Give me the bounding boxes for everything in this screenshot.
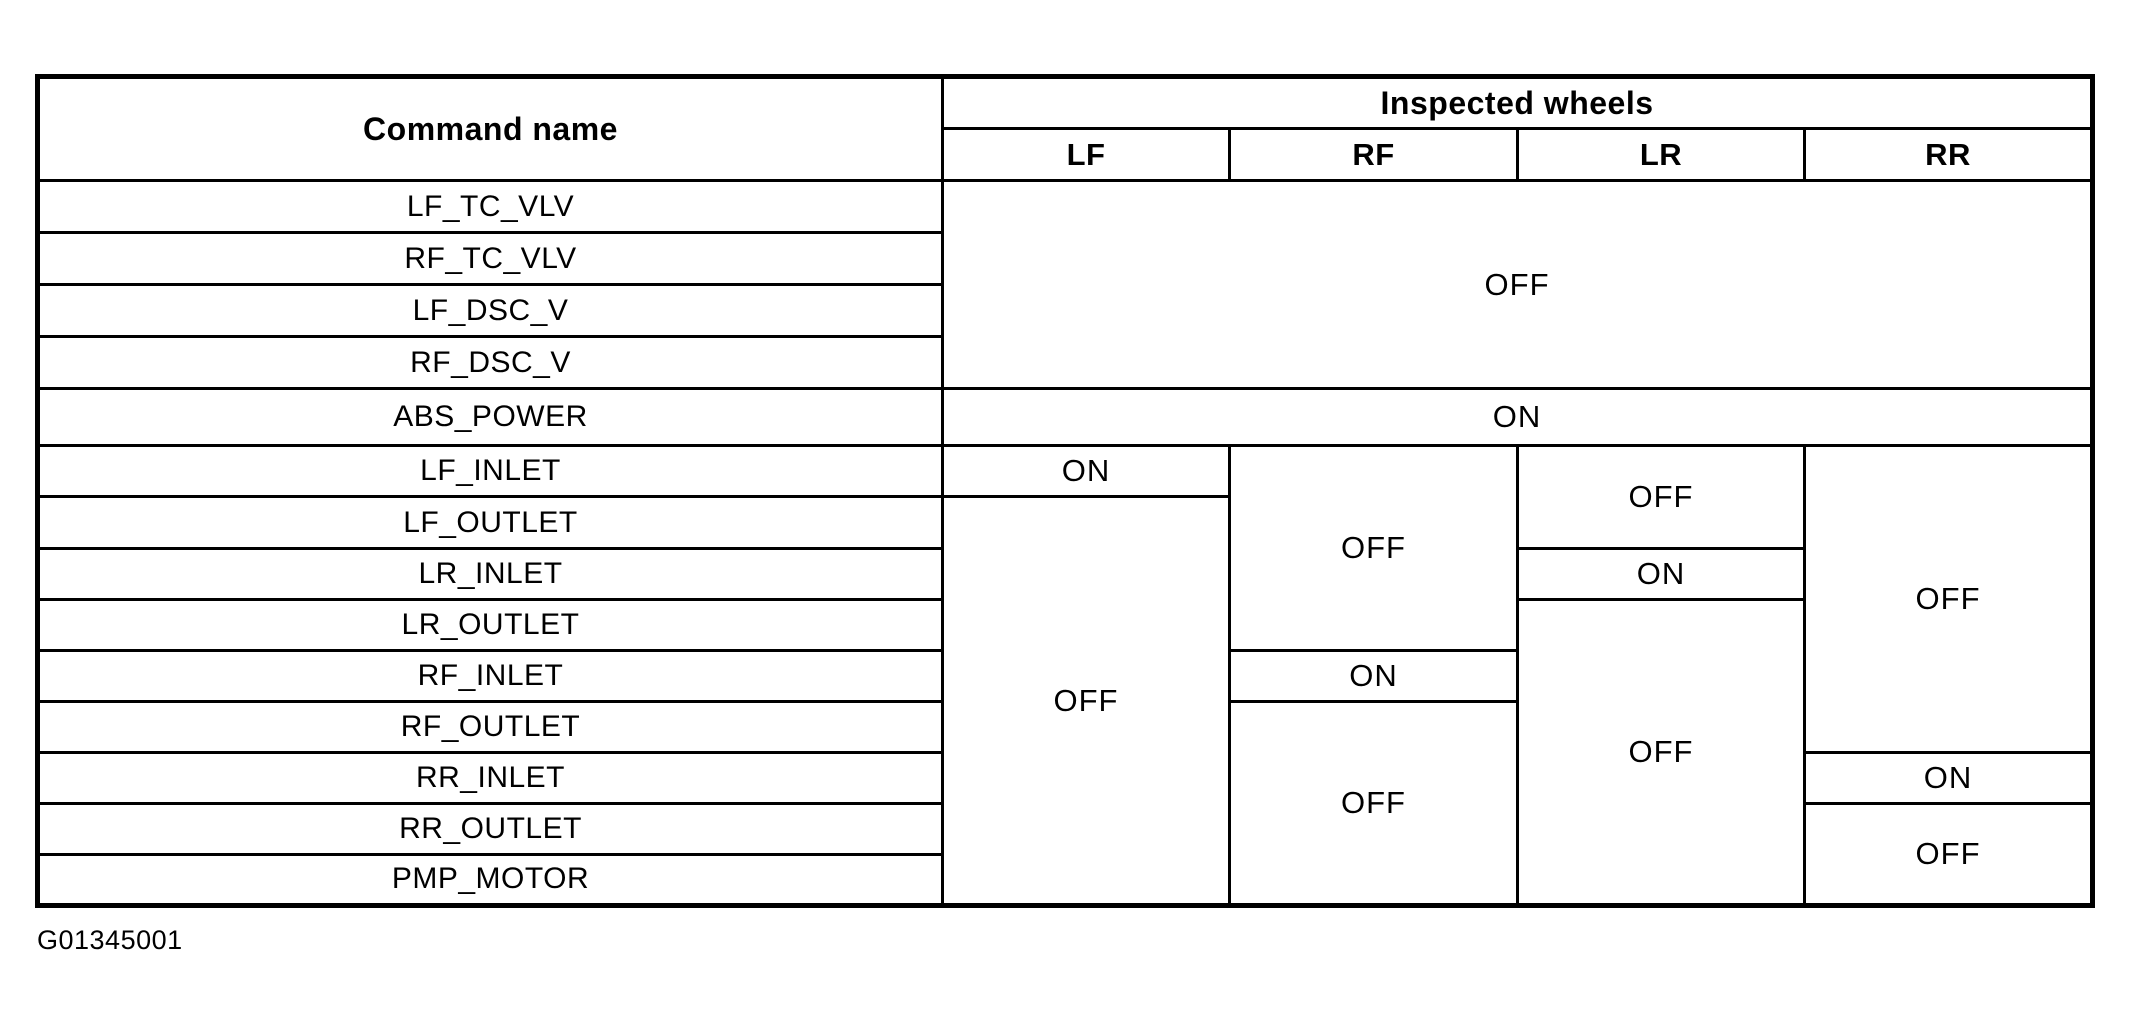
command-cell-lr-outlet: LR_OUTLET — [36, 597, 944, 652]
state-cell-lr-at-lr-inlet: ON — [1516, 546, 1806, 601]
command-cell-lr-inlet: LR_INLET — [36, 546, 944, 601]
state-cell-tc-dsc-all-wheels: OFF — [940, 179, 2095, 391]
command-cell-rf-outlet: RF_OUTLET — [36, 699, 944, 754]
state-cell-rf-below-rf-inlet: OFF — [1228, 699, 1519, 908]
state-cell-rr-above-rr-inlet: OFF — [1802, 444, 2095, 754]
wheel-header-lf: LF — [941, 127, 1231, 183]
command-cell-rf-inlet: RF_INLET — [36, 648, 944, 703]
command-cell-pmp-motor: PMP_MOTOR — [36, 852, 944, 908]
state-cell-lf-at-lf-inlet: ON — [941, 444, 1231, 499]
state-cell-abs-power-all-wheels: ON — [940, 387, 2095, 448]
wheel-header-lr: LR — [1516, 127, 1806, 183]
command-name-header: Command name — [36, 74, 944, 183]
command-cell-lf-outlet: LF_OUTLET — [36, 495, 944, 550]
command-cell-lf-tc-vlv: LF_TC_VLV — [36, 179, 944, 235]
state-cell-rf-at-rf-inlet: ON — [1228, 648, 1519, 703]
command-wheel-state-table: Command name Inspected wheels LF RF LR R… — [35, 74, 2096, 908]
state-cell-lf-below-lf-inlet: OFF — [941, 495, 1231, 907]
command-cell-rr-inlet: RR_INLET — [36, 750, 944, 805]
command-cell-rf-tc-vlv: RF_TC_VLV — [36, 231, 944, 287]
figure-code: G01345001 — [37, 925, 183, 955]
wheel-header-rr: RR — [1802, 127, 2095, 183]
command-cell-rr-outlet: RR_OUTLET — [36, 801, 944, 856]
state-cell-rr-at-rr-inlet: ON — [1802, 750, 2095, 805]
state-cell-lr-above-lr-inlet: OFF — [1516, 444, 1806, 550]
inspected-wheels-header: Inspected wheels — [940, 74, 2095, 131]
command-cell-rf-dsc-v: RF_DSC_V — [36, 335, 944, 391]
state-cell-lr-below-lr-inlet: OFF — [1516, 597, 1806, 908]
command-cell-lf-dsc-v: LF_DSC_V — [36, 283, 944, 339]
state-cell-rr-below-rr-inlet: OFF — [1802, 801, 2095, 908]
wheel-header-rf: RF — [1228, 127, 1519, 183]
state-cell-rf-above-rf-inlet: OFF — [1228, 444, 1519, 652]
command-cell-abs-power: ABS_POWER — [36, 387, 944, 448]
command-cell-lf-inlet: LF_INLET — [36, 444, 944, 499]
